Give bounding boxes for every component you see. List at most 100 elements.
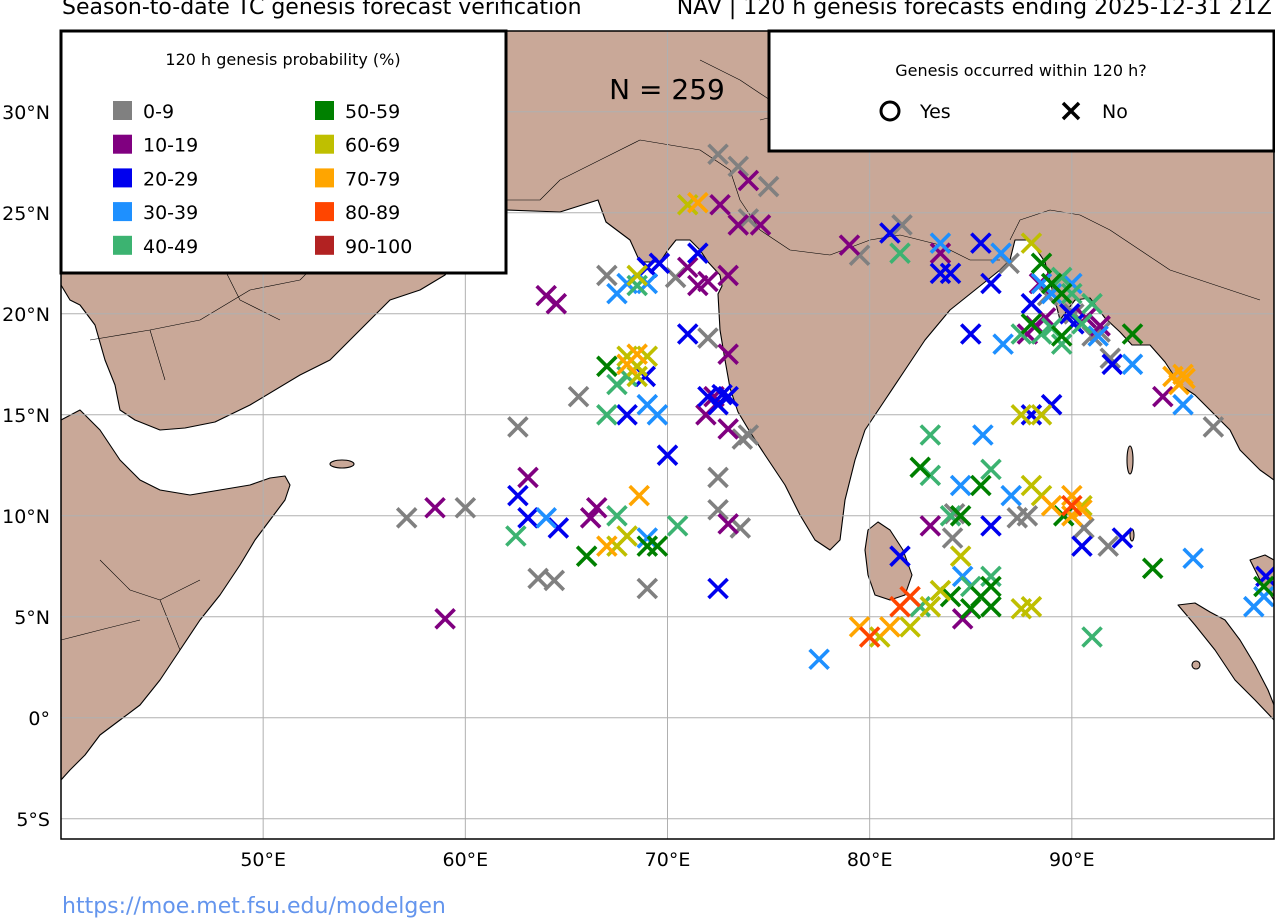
forecast-x-marker <box>939 262 962 285</box>
forecast-x-marker <box>1061 505 1083 527</box>
forecast-x-marker <box>1141 557 1164 580</box>
forecast-x-marker <box>517 466 539 489</box>
forecast-x-marker <box>636 577 659 600</box>
forecast-x-marker <box>656 444 679 466</box>
forecast-x-marker <box>628 484 650 507</box>
forecast-x-marker <box>711 383 733 406</box>
forecast-x-marker <box>1097 535 1119 557</box>
forecast-x-marker <box>1121 323 1144 345</box>
forecast-x-marker <box>1020 292 1043 315</box>
forecast-x-marker <box>899 616 921 638</box>
forecast-x-marker <box>919 424 942 446</box>
forecast-x-marker <box>980 515 1002 537</box>
forecast-x-marker <box>1099 347 1122 370</box>
lat-tick-label: 5°N <box>14 607 50 629</box>
landmass-sri-lanka <box>864 521 913 601</box>
forecast-x-marker <box>980 595 1002 618</box>
forecast-x-marker <box>1020 404 1043 426</box>
legend-label: 30-39 <box>143 202 198 224</box>
forecast-x-marker <box>1050 266 1073 289</box>
forecast-x-marker <box>707 577 729 600</box>
source-url-link[interactable]: https://moe.met.fsu.edu/modelgen <box>62 894 446 919</box>
forecast-x-marker <box>517 507 539 529</box>
forecast-x-marker <box>858 626 881 648</box>
forecast-x-marker <box>596 264 618 287</box>
forecast-x-marker <box>729 517 752 539</box>
lon-tick-label: 90°E <box>1049 849 1095 871</box>
forecast-x-marker <box>1010 404 1033 426</box>
series-50-59 <box>575 252 1274 620</box>
forecast-x-marker <box>1040 282 1063 305</box>
forecast-x-marker <box>808 648 830 670</box>
forecast-x-marker <box>717 513 739 535</box>
forecast-x-marker <box>919 595 942 618</box>
lon-tick-label: 50°E <box>240 849 286 871</box>
forecast-x-marker <box>616 525 638 547</box>
forecast-x-marker <box>687 191 709 214</box>
forecast-x-marker <box>535 507 557 529</box>
forecast-x-marker <box>1152 385 1174 408</box>
outcome-legend: Genesis occurred within 120 h? Yes No <box>767 29 1275 153</box>
lat-tick-label: 10°N <box>2 506 50 528</box>
forecast-x-marker <box>648 252 671 275</box>
probability-legend-title: 120 h genesis probability (%) <box>165 50 400 69</box>
forecast-x-marker <box>596 404 618 426</box>
forecast-x-marker <box>1253 585 1274 608</box>
probability-legend: 120 h genesis probability (%) 0-9 10-19 20… <box>59 29 508 275</box>
forecast-x-marker <box>707 498 729 521</box>
forecast-x-marker <box>616 404 638 426</box>
series-20-29 <box>507 222 1274 600</box>
landmass-malay-peninsula <box>1177 602 1274 721</box>
map-frame <box>60 30 1275 840</box>
forecast-x-marker <box>949 505 972 527</box>
forecast-x-marker <box>596 535 618 557</box>
forecast-x-marker <box>980 272 1002 295</box>
forecast-x-marker <box>1020 232 1043 254</box>
forecast-x-marker <box>980 575 1002 598</box>
forecast-x-marker <box>1061 494 1083 517</box>
forecast-x-marker <box>889 242 911 264</box>
legend-label: 0-9 <box>143 101 174 123</box>
forecast-x-marker <box>1050 325 1073 347</box>
forecast-x-marker <box>636 535 659 557</box>
forecast-x-marker <box>757 175 780 198</box>
forecast-x-marker <box>434 608 456 630</box>
series-70-79 <box>596 191 1196 638</box>
forecast-x-marker <box>838 234 861 256</box>
forecast-x-marker <box>543 569 566 592</box>
forecast-x-marker <box>395 507 418 529</box>
legend-swatch <box>113 168 132 188</box>
forecast-x-marker <box>980 458 1002 481</box>
lat-tick-label: 5°S <box>16 809 50 831</box>
forecast-x-marker <box>606 505 628 527</box>
outcome-legend-title: Genesis occurred within 120 h? <box>895 61 1146 80</box>
legend-label: 60-69 <box>345 135 400 157</box>
forecast-x-marker <box>1050 282 1073 305</box>
figure-title-left: Season-to-date TC genesis forecast verif… <box>62 0 582 20</box>
forecast-x-marker <box>676 256 699 279</box>
lat-tick-label: 30°N <box>2 102 50 124</box>
forecast-x-marker <box>505 525 527 547</box>
legend-label: 90-100 <box>345 236 412 258</box>
legend-swatch <box>113 202 132 222</box>
forecast-x-marker <box>1020 313 1043 335</box>
yes-label: Yes <box>919 101 951 123</box>
series-40-49 <box>505 242 1103 648</box>
island-andaman <box>1126 445 1134 475</box>
legend-label: 80-89 <box>345 202 400 224</box>
legend-label: 70-79 <box>345 168 400 190</box>
forecast-x-marker <box>970 474 992 497</box>
legend-label: 40-49 <box>143 236 198 258</box>
forecast-x-marker <box>424 496 446 519</box>
island-socotra <box>329 459 355 469</box>
forecast-x-marker <box>939 585 962 608</box>
legend-swatch <box>315 235 334 255</box>
forecast-x-marker <box>717 264 739 287</box>
forecast-x-marker <box>737 169 760 192</box>
forecast-x-marker <box>990 242 1012 264</box>
forecast-x-marker <box>941 527 964 549</box>
legend-label: 20-29 <box>143 168 198 190</box>
forecast-x-marker <box>626 264 648 287</box>
forecast-x-marker <box>717 343 739 365</box>
forecast-x-marker <box>707 143 729 165</box>
